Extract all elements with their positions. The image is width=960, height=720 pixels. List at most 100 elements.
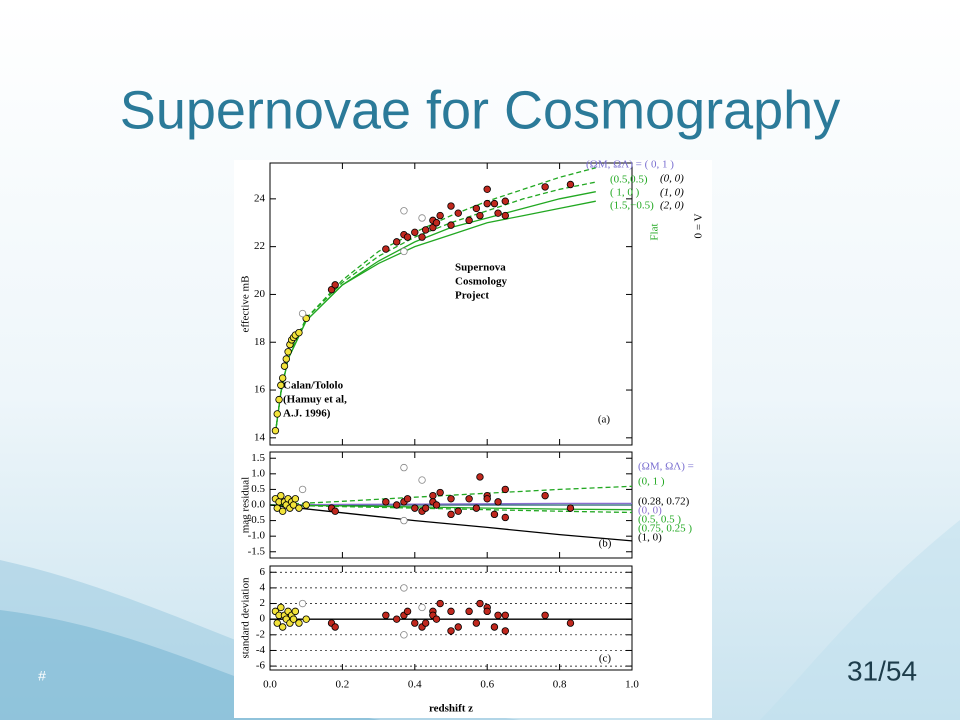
data-point	[472, 504, 481, 512]
wave	[0, 610, 380, 720]
y-tick-label: -1.0	[248, 530, 266, 542]
annotation: (Hamuy et al,	[283, 394, 347, 406]
data-point	[277, 491, 285, 500]
data-point	[278, 374, 287, 382]
data-point	[393, 501, 401, 509]
data-point	[494, 498, 502, 506]
annotation: Flat	[649, 223, 661, 240]
data-point	[501, 627, 509, 635]
annotation: (2, 0)	[660, 200, 684, 212]
data-point	[295, 619, 303, 627]
data-point	[447, 627, 455, 635]
data-point	[382, 611, 390, 619]
y-axis-label: effective mB	[240, 276, 252, 333]
data-point	[280, 362, 289, 370]
data-point	[393, 615, 401, 623]
y-tick-label: -0.5	[248, 514, 266, 526]
data-point	[447, 510, 455, 519]
data-point	[421, 504, 430, 512]
data-point	[418, 603, 426, 612]
data-point	[411, 619, 419, 627]
data-point	[331, 281, 339, 289]
data-point	[400, 516, 408, 525]
x-tick-label: 0.6	[480, 679, 494, 691]
data-point	[483, 199, 491, 208]
data-point	[291, 607, 300, 616]
y-tick-label: 20	[254, 288, 266, 300]
y-tick-label: -2	[256, 628, 265, 640]
y-tick-label: 14	[254, 431, 266, 443]
data-point	[483, 185, 491, 193]
data-point	[271, 426, 280, 435]
data-point	[465, 495, 473, 503]
legend-label: (0.5, 0.5 )	[638, 514, 681, 526]
y-tick-label: 1.0	[251, 467, 265, 479]
data-point	[418, 214, 426, 222]
annotation: A.J. 1996)	[283, 408, 331, 420]
data-point	[273, 410, 281, 418]
data-point	[298, 485, 307, 494]
legend-label: (1, 0)	[638, 532, 662, 544]
legend-label: (0.75, 0.25 )	[638, 523, 692, 535]
plot-frame	[269, 162, 633, 446]
data-point	[331, 623, 339, 631]
data-point	[472, 204, 481, 213]
y-tick-label: 0	[260, 613, 266, 625]
annotation: Calan/Tololo	[283, 380, 344, 392]
y-tick-label: 4	[260, 581, 266, 593]
wave	[760, 520, 960, 720]
data-point	[400, 584, 408, 592]
data-point	[295, 504, 303, 512]
data-point	[566, 619, 575, 627]
legend-label: (ΩM, ΩΛ) = ( 0, 1 )	[586, 159, 674, 171]
y-tick-label: 18	[254, 336, 266, 348]
data-point	[501, 211, 509, 220]
data-point	[483, 607, 491, 616]
data-point	[501, 611, 509, 619]
annotation: (1, 0)	[660, 187, 684, 199]
data-point	[501, 485, 509, 494]
data-point	[382, 498, 390, 506]
legend-label: ( 1, 0 )	[610, 187, 640, 199]
data-point	[302, 501, 310, 509]
page-number: 31/54	[847, 655, 917, 686]
data-point	[400, 247, 408, 256]
data-point	[454, 507, 462, 515]
data-point	[277, 381, 285, 389]
data-point	[282, 355, 290, 363]
x-tick-label: 0.0	[263, 679, 277, 691]
data-point	[331, 507, 339, 515]
plot-frame	[269, 565, 633, 671]
y-tick-label: -4	[256, 644, 266, 656]
panel-label: (a)	[598, 414, 611, 426]
data-point	[291, 495, 300, 503]
legend-label: (1.5,−0.5)	[610, 200, 654, 212]
data-point	[421, 619, 430, 627]
data-point	[429, 491, 437, 500]
data-point	[403, 607, 412, 616]
data-point	[277, 603, 285, 612]
y-tick-label: 22	[254, 240, 265, 252]
data-point	[436, 599, 444, 608]
y-axis-label: mag residual	[240, 477, 252, 534]
y-tick-label: 6	[260, 566, 266, 578]
data-point	[447, 221, 455, 229]
y-axis-label: standard deviation	[240, 577, 252, 658]
legend-label: (0, 1 )	[638, 476, 665, 488]
footer-mark: #	[38, 668, 46, 684]
y-tick-label: -1.5	[248, 545, 266, 557]
data-point	[418, 233, 426, 241]
annotation: (0, 0)	[660, 173, 684, 185]
data-point	[403, 233, 412, 241]
data-point	[494, 209, 502, 217]
legend-label: (0.28, 0.72)	[638, 496, 690, 508]
data-point	[400, 207, 408, 215]
annotation: Supernova	[455, 262, 506, 274]
data-point	[273, 619, 281, 627]
annotation: Cosmology	[455, 276, 507, 288]
data-point	[447, 202, 455, 210]
data-point	[566, 504, 575, 512]
